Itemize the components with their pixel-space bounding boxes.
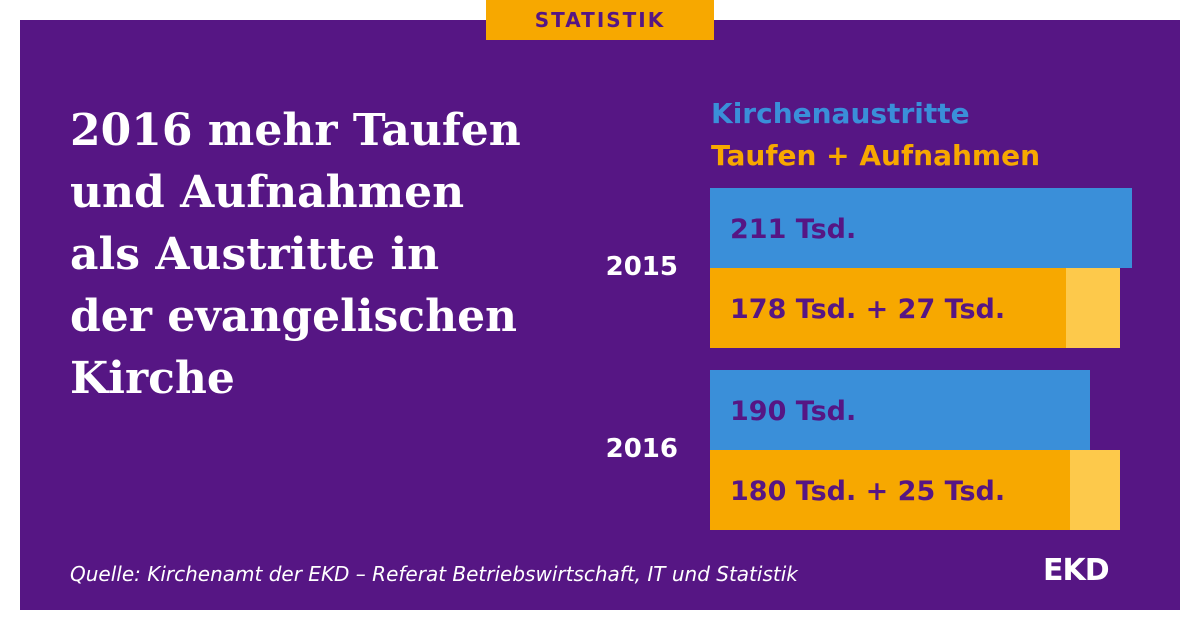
ekd-logo: EKD [1043, 553, 1110, 588]
bar-exits-2016 [710, 370, 1090, 450]
bar-exits-2015 [710, 188, 1132, 268]
bar-admissions-2016 [1070, 450, 1120, 530]
headline: 2016 mehr Taufen und Aufnahmen als Austr… [70, 100, 590, 410]
bar-label-baptisms-2015: 178 Tsd. + 27 Tsd. [730, 294, 1006, 325]
headline-line: als Austritte in [70, 229, 440, 280]
bar-admissions-2015 [1066, 268, 1120, 348]
legend-baptisms: Taufen + Aufnahmen [711, 139, 1041, 172]
category-tag: STATISTIK [486, 0, 714, 40]
bar-label-exits-2015: 211 Tsd. [730, 214, 857, 245]
headline-line: Kirche [70, 353, 235, 404]
bar-baptisms-2015 [710, 268, 1066, 348]
headline-line: der evangelischen [70, 291, 518, 342]
year-label-2015: 2015 [605, 252, 678, 282]
source-note: Quelle: Kirchenamt der EKD – Referat Bet… [70, 562, 798, 586]
bar-label-baptisms-2016: 180 Tsd. + 25 Tsd. [730, 476, 1006, 507]
bar-baptisms-2016 [710, 450, 1070, 530]
legend-exits: Kirchenaustritte [711, 97, 970, 130]
headline-line: und Aufnahmen [70, 167, 465, 218]
year-label-2016: 2016 [605, 434, 678, 464]
bar-label-exits-2016: 190 Tsd. [730, 396, 857, 427]
headline-line: 2016 mehr Taufen [70, 105, 521, 156]
